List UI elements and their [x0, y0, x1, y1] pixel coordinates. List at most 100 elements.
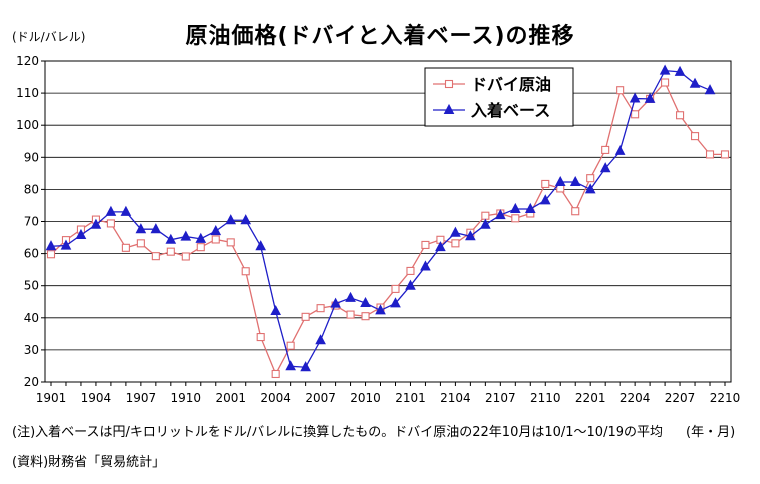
dubai-crude-point — [241, 267, 250, 276]
y-tick-label: 110 — [16, 86, 39, 100]
dubai-crude-point — [690, 132, 700, 141]
landed-basis-point — [375, 304, 386, 315]
landed-basis-point — [509, 202, 521, 213]
landed-basis-point — [569, 175, 581, 187]
y-tick-label: 50 — [24, 279, 39, 293]
landed-basis-point — [120, 205, 132, 216]
dubai-crude-point — [106, 219, 115, 228]
landed-basis-point — [90, 218, 102, 229]
landed-basis-point — [450, 226, 461, 237]
y-tick-label: 70 — [24, 215, 39, 229]
dubai-crude-point — [661, 78, 670, 87]
landed-basis-point — [210, 225, 222, 236]
x-tick-label: 2001 — [215, 391, 246, 405]
dubai-crude-point — [586, 174, 595, 183]
x-axis-unit-label: (年・月) — [686, 425, 736, 440]
landed-basis-point — [644, 92, 656, 103]
legend-label-dubai: ドバイ原油 — [471, 75, 551, 94]
dubai-crude-point — [196, 243, 205, 252]
landed-basis-point — [704, 84, 716, 95]
dubai-crude-point — [136, 239, 145, 248]
landed-basis-point — [225, 214, 237, 225]
landed-basis-point — [150, 223, 162, 234]
x-tick-label: 2010 — [350, 391, 381, 405]
source-note: (資料)財務省「貿易統計」 — [12, 455, 166, 470]
landed-basis-point — [255, 240, 267, 251]
dubai-crude-point — [301, 312, 310, 321]
landed-basis-point — [554, 175, 566, 187]
dubai-crude-point — [166, 247, 175, 256]
dubai-crude-point — [705, 150, 715, 159]
x-tick-label: 1907 — [126, 391, 157, 405]
dubai-crude-point — [720, 150, 730, 159]
dubai-crude-point — [406, 266, 415, 275]
dubai-crude-point — [271, 369, 280, 379]
landed-basis-point — [689, 77, 701, 88]
x-tick-label: 1901 — [36, 391, 67, 405]
landed-basis-point — [435, 241, 446, 252]
dubai-crude-point — [346, 310, 355, 319]
landed-basis-point — [524, 202, 536, 213]
landed-basis-point — [315, 334, 326, 345]
dubai-crude-point — [616, 86, 625, 95]
legend-box — [424, 67, 574, 127]
landed-basis-point — [405, 279, 416, 290]
dubai-crude-point — [256, 333, 265, 342]
y-tick-label: 60 — [24, 247, 39, 261]
dubai-crude-point — [451, 239, 460, 248]
dubai-crude-point — [211, 235, 220, 244]
landed-basis-point — [584, 183, 596, 194]
dubai-crude-point — [391, 284, 400, 293]
dubai-crude-point — [421, 240, 430, 249]
x-tick-label: 1904 — [81, 391, 112, 405]
x-tick-label: 2201 — [575, 391, 606, 405]
y-tick-label: 100 — [16, 118, 39, 132]
dubai-crude-line — [50, 81, 725, 376]
landed-basis-point — [674, 65, 686, 76]
dubai-crude-point — [286, 341, 295, 350]
dubai-crude-point — [361, 312, 370, 321]
x-tick-label: 2104 — [440, 391, 471, 405]
landed-basis-point — [180, 230, 192, 241]
dubai-crude-point — [151, 252, 160, 261]
landed-basis-point — [330, 297, 341, 308]
y-tick-label: 30 — [24, 343, 39, 357]
dubai-crude-point — [676, 111, 685, 120]
x-tick-label: 2210 — [710, 391, 741, 405]
landed-basis-point — [60, 239, 72, 250]
y-tick-label: 20 — [24, 375, 39, 389]
landed-basis-point — [360, 296, 371, 308]
landed-basis-point — [165, 233, 177, 244]
x-tick-label: 2007 — [305, 391, 336, 405]
landed-basis-point — [240, 214, 252, 225]
chart-title: 原油価格(ドバイと入着ベース)の推移 — [185, 24, 575, 49]
landed-basis-point — [614, 144, 626, 155]
dubai-crude-point — [226, 238, 235, 247]
x-tick-label: 2207 — [665, 391, 696, 405]
dubai-crude-point — [631, 110, 640, 119]
landed-basis-point — [420, 260, 431, 271]
landed-basis-point — [300, 361, 311, 372]
dubai-crude-point — [181, 252, 190, 261]
x-tick-label: 2101 — [395, 391, 426, 405]
landed-basis-point — [539, 194, 551, 205]
landed-basis-point — [45, 240, 57, 251]
landed-basis-point — [629, 92, 641, 103]
x-tick-label: 2004 — [260, 391, 291, 405]
x-tick-label: 1910 — [171, 391, 202, 405]
x-tick-label: 2107 — [485, 391, 516, 405]
dubai-crude-point — [316, 304, 325, 313]
dubai-crude-point — [46, 250, 56, 259]
legend-label-landed: 入着ベース — [471, 101, 550, 120]
landed-basis-point — [480, 218, 491, 229]
landed-basis-point — [345, 291, 356, 302]
landed-basis-point — [75, 228, 87, 239]
y-tick-label: 80 — [24, 182, 39, 196]
y-axis-unit-label: (ドル/バレル) — [12, 30, 86, 44]
landed-basis-point — [390, 297, 401, 308]
dubai-crude-point — [511, 214, 520, 223]
landed-basis-point — [135, 223, 147, 234]
landed-basis-point — [495, 209, 506, 220]
landed-basis-point — [465, 230, 476, 241]
